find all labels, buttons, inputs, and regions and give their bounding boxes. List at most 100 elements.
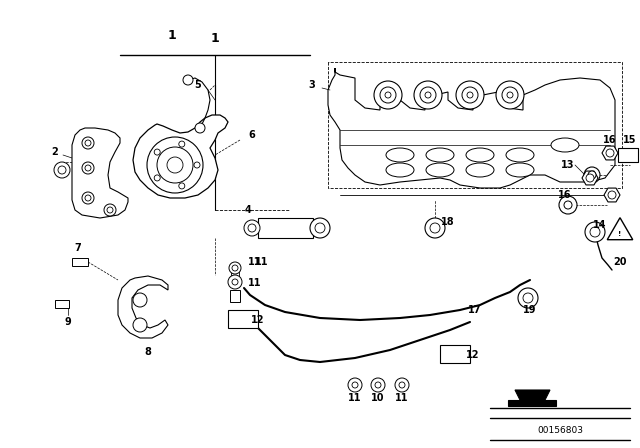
Circle shape bbox=[425, 92, 431, 98]
Polygon shape bbox=[604, 188, 620, 202]
Circle shape bbox=[585, 222, 605, 242]
Polygon shape bbox=[607, 218, 633, 240]
Circle shape bbox=[179, 141, 185, 147]
Circle shape bbox=[248, 224, 256, 232]
Circle shape bbox=[374, 81, 402, 109]
Circle shape bbox=[82, 162, 94, 174]
Text: 12: 12 bbox=[252, 315, 265, 325]
Circle shape bbox=[425, 218, 445, 238]
Text: !: ! bbox=[618, 231, 621, 237]
Circle shape bbox=[194, 162, 200, 168]
Circle shape bbox=[456, 81, 484, 109]
Circle shape bbox=[157, 147, 193, 183]
Circle shape bbox=[183, 75, 193, 85]
Circle shape bbox=[564, 201, 572, 209]
Ellipse shape bbox=[426, 163, 454, 177]
Circle shape bbox=[518, 288, 538, 308]
Circle shape bbox=[414, 81, 442, 109]
Polygon shape bbox=[602, 146, 618, 160]
Text: 00156803: 00156803 bbox=[537, 426, 583, 435]
Circle shape bbox=[375, 382, 381, 388]
Text: 14: 14 bbox=[593, 220, 607, 230]
Circle shape bbox=[154, 175, 160, 181]
Circle shape bbox=[467, 92, 473, 98]
Bar bbox=[231, 270, 239, 282]
Text: 7: 7 bbox=[75, 243, 81, 253]
Bar bbox=[72, 258, 88, 266]
Text: 18: 18 bbox=[441, 217, 455, 227]
Circle shape bbox=[58, 166, 66, 174]
Text: 1: 1 bbox=[211, 31, 220, 44]
Text: 12: 12 bbox=[467, 350, 480, 360]
Circle shape bbox=[559, 196, 577, 214]
Circle shape bbox=[133, 293, 147, 307]
Circle shape bbox=[82, 192, 94, 204]
Text: 10: 10 bbox=[371, 393, 385, 403]
Text: 15: 15 bbox=[623, 135, 637, 145]
Circle shape bbox=[399, 382, 405, 388]
Ellipse shape bbox=[506, 148, 534, 162]
Circle shape bbox=[371, 378, 385, 392]
Text: 6: 6 bbox=[248, 130, 255, 140]
Text: 1: 1 bbox=[168, 29, 177, 42]
Ellipse shape bbox=[551, 138, 579, 152]
Circle shape bbox=[584, 167, 600, 183]
Text: 19: 19 bbox=[524, 305, 537, 315]
Bar bbox=[440, 345, 470, 363]
Text: 16: 16 bbox=[558, 190, 572, 200]
Text: 20: 20 bbox=[613, 257, 627, 267]
Circle shape bbox=[85, 140, 91, 146]
Circle shape bbox=[385, 92, 391, 98]
Text: 13: 13 bbox=[561, 160, 575, 170]
Circle shape bbox=[315, 223, 325, 233]
Circle shape bbox=[395, 378, 409, 392]
Circle shape bbox=[232, 265, 238, 271]
Circle shape bbox=[588, 171, 596, 179]
Text: 11: 11 bbox=[255, 257, 269, 267]
Circle shape bbox=[586, 174, 594, 182]
Circle shape bbox=[420, 87, 436, 103]
Circle shape bbox=[167, 157, 183, 173]
Text: 2: 2 bbox=[52, 147, 58, 157]
Circle shape bbox=[228, 275, 242, 289]
Circle shape bbox=[229, 262, 241, 274]
Circle shape bbox=[507, 92, 513, 98]
Text: 9: 9 bbox=[65, 317, 72, 327]
Circle shape bbox=[430, 223, 440, 233]
Circle shape bbox=[608, 191, 616, 199]
Text: 16: 16 bbox=[604, 135, 617, 145]
Ellipse shape bbox=[386, 163, 414, 177]
Ellipse shape bbox=[466, 163, 494, 177]
Ellipse shape bbox=[466, 148, 494, 162]
Circle shape bbox=[310, 218, 330, 238]
Polygon shape bbox=[118, 276, 168, 338]
Circle shape bbox=[85, 195, 91, 201]
Circle shape bbox=[179, 183, 185, 189]
Text: 11: 11 bbox=[348, 393, 362, 403]
Circle shape bbox=[462, 87, 478, 103]
Polygon shape bbox=[328, 68, 615, 188]
Circle shape bbox=[590, 227, 600, 237]
Circle shape bbox=[82, 137, 94, 149]
Circle shape bbox=[523, 293, 533, 303]
Circle shape bbox=[352, 382, 358, 388]
Bar bbox=[508, 400, 556, 406]
Ellipse shape bbox=[506, 163, 534, 177]
Circle shape bbox=[496, 81, 524, 109]
Text: 11: 11 bbox=[396, 393, 409, 403]
Bar bbox=[618, 148, 638, 162]
Bar bbox=[258, 218, 313, 238]
Circle shape bbox=[502, 87, 518, 103]
Bar bbox=[228, 310, 258, 328]
Circle shape bbox=[232, 279, 238, 285]
Text: 8: 8 bbox=[145, 347, 152, 357]
Circle shape bbox=[133, 318, 147, 332]
Circle shape bbox=[107, 207, 113, 213]
Circle shape bbox=[380, 87, 396, 103]
Circle shape bbox=[104, 204, 116, 216]
Ellipse shape bbox=[386, 148, 414, 162]
Circle shape bbox=[85, 165, 91, 171]
Bar bbox=[55, 300, 69, 308]
Text: 5: 5 bbox=[195, 80, 202, 90]
Circle shape bbox=[195, 123, 205, 133]
